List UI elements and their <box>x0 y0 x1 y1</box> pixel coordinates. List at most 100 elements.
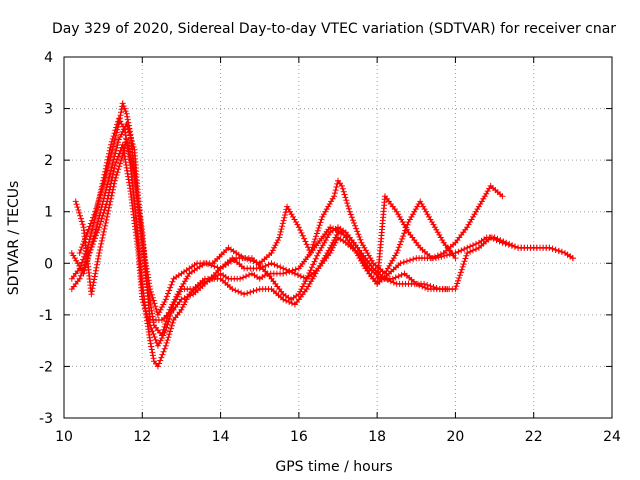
data-point <box>452 255 459 262</box>
data-point <box>336 228 342 235</box>
data-point <box>244 290 251 297</box>
data-point <box>382 270 388 277</box>
data-point <box>558 248 565 255</box>
data-point <box>76 250 83 256</box>
data-point <box>161 299 168 305</box>
data-point <box>88 291 95 298</box>
data-point <box>109 161 116 168</box>
data-point <box>110 140 117 147</box>
data-point <box>280 296 287 303</box>
data-point <box>437 234 444 241</box>
x-tick-label: 22 <box>525 429 543 445</box>
data-point <box>73 201 80 208</box>
data-point <box>279 223 286 230</box>
data-point <box>118 106 125 113</box>
data-point <box>414 203 421 210</box>
data-point <box>341 191 348 198</box>
data-point <box>353 225 360 232</box>
data-point <box>312 255 319 262</box>
data-point <box>458 247 465 254</box>
data-point <box>120 103 127 109</box>
data-point <box>470 242 476 249</box>
data-point <box>78 259 85 266</box>
data-point <box>113 132 119 139</box>
data-point <box>94 200 101 207</box>
x-axis-label: GPS time / hours <box>275 459 392 475</box>
data-point <box>311 258 318 265</box>
data-point <box>109 146 116 153</box>
data-point <box>124 170 131 177</box>
data-point <box>93 223 100 230</box>
data-point <box>179 304 186 311</box>
data-point <box>329 244 336 251</box>
data-point <box>106 201 113 208</box>
data-point <box>271 261 278 268</box>
data-point <box>115 166 122 173</box>
data-point <box>453 283 460 290</box>
data-point <box>105 178 112 185</box>
data-point <box>464 224 471 231</box>
data-point <box>396 241 403 248</box>
data-point <box>229 286 236 293</box>
data-point <box>452 286 459 293</box>
data-point <box>101 225 108 232</box>
data-point <box>154 363 161 370</box>
data-point <box>98 206 104 213</box>
data-point <box>327 224 334 231</box>
data-point <box>121 126 127 133</box>
data-point <box>108 149 115 156</box>
data-point <box>278 226 285 233</box>
data-point <box>148 346 155 353</box>
data-point <box>78 244 85 251</box>
series-track-5 <box>76 100 506 323</box>
data-point <box>178 296 185 303</box>
data-point <box>99 185 106 192</box>
data-point <box>78 218 85 225</box>
data-point <box>407 257 413 264</box>
data-point <box>392 274 399 281</box>
data-point <box>182 299 189 305</box>
y-tick-label: -3 <box>39 411 53 427</box>
data-point <box>473 208 479 215</box>
data-point <box>478 198 485 205</box>
data-point <box>94 261 100 268</box>
data-point <box>111 153 118 160</box>
data-point <box>79 221 86 228</box>
x-tick-label: 16 <box>290 429 308 445</box>
data-point <box>159 351 166 358</box>
data-point <box>93 205 100 212</box>
data-point <box>78 215 84 222</box>
series-track-2 <box>68 141 576 349</box>
data-point <box>116 115 123 122</box>
data-point <box>91 276 98 283</box>
data-point <box>109 174 116 181</box>
data-point <box>76 275 83 282</box>
grid-lines <box>64 57 612 418</box>
data-point <box>399 235 406 242</box>
data-point <box>413 280 420 287</box>
data-point <box>93 264 100 271</box>
data-point <box>82 235 89 242</box>
data-point <box>314 227 321 234</box>
data-point <box>463 252 470 259</box>
data-point <box>409 211 416 218</box>
data-point <box>118 154 125 161</box>
data-point <box>71 255 78 262</box>
data-point <box>109 186 116 193</box>
data-point <box>431 253 438 260</box>
data-point <box>111 180 118 187</box>
data-point <box>90 279 97 286</box>
data-point <box>275 237 281 244</box>
data-point <box>156 309 163 316</box>
data-point <box>400 259 407 266</box>
data-point <box>87 247 94 253</box>
data-point <box>140 299 147 306</box>
data-point <box>401 230 408 237</box>
data-point <box>107 170 114 177</box>
data-point <box>110 156 117 163</box>
data-point <box>125 119 132 126</box>
data-point <box>322 208 329 215</box>
data-point <box>148 291 155 298</box>
data-point <box>310 241 317 248</box>
data-point <box>393 250 400 256</box>
